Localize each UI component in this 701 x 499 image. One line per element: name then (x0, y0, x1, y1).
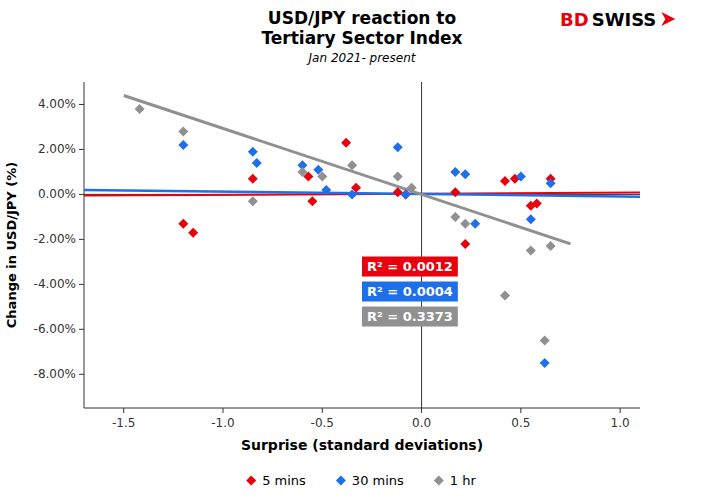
point (450, 167, 460, 177)
point (540, 336, 550, 346)
point (546, 241, 556, 251)
x-tick-label: -0.5 (311, 416, 334, 430)
point (470, 219, 480, 229)
legend-item: 5 mins (246, 473, 306, 488)
point (500, 176, 510, 186)
chart: USD/JPY reaction toTertiary Sector Index… (0, 0, 701, 499)
annotation-box (362, 282, 458, 302)
legend-marker (246, 476, 256, 486)
logo-text: BD (560, 9, 589, 30)
point (178, 219, 188, 229)
point (297, 167, 307, 177)
title: Tertiary Sector Index (261, 28, 462, 48)
y-tick (79, 149, 84, 150)
point (460, 169, 470, 179)
point (347, 160, 357, 170)
x-tick-label: 0.0 (412, 416, 431, 430)
point (188, 228, 198, 238)
legend-label: 1 hr (450, 473, 477, 488)
x-tick-label: 1.0 (611, 416, 630, 430)
x-tick-label: 0.5 (511, 416, 530, 430)
y-tick-label: 4.00% (38, 97, 76, 111)
annotation-box (362, 307, 458, 327)
point (450, 187, 460, 197)
trend-line (84, 190, 640, 197)
x-tick (620, 408, 621, 413)
point (526, 246, 536, 256)
legend-item: 1 hr (434, 473, 477, 488)
title: USD/JPY reaction to (268, 8, 456, 28)
x-tick (322, 408, 323, 413)
point (393, 171, 403, 181)
legend-item: 30 mins (336, 473, 404, 488)
x-tick (421, 408, 422, 413)
point (393, 142, 403, 152)
x-tick (223, 408, 224, 413)
trend-line (124, 95, 571, 243)
legend-label: 30 mins (352, 473, 404, 488)
x-axis-label: Surprise (standard deviations) (241, 437, 483, 453)
point (248, 196, 258, 206)
y-axis (84, 82, 85, 408)
point (407, 183, 417, 193)
point (135, 104, 145, 114)
annotation: R² = 0.3373 (367, 309, 453, 324)
logo-text: SWISS (592, 9, 657, 30)
point (500, 291, 510, 301)
legend-marker (336, 476, 346, 486)
x-axis (84, 408, 640, 409)
y-tick (79, 239, 84, 240)
point (248, 174, 258, 184)
point (347, 189, 357, 199)
legend-marker (434, 476, 444, 486)
reference-line (421, 82, 422, 408)
point (307, 196, 317, 206)
y-tick (79, 194, 84, 195)
y-tick-label: -4.00% (34, 277, 76, 291)
point (540, 358, 550, 368)
annotation: R² = 0.0012 (367, 259, 453, 274)
logo-arrow (661, 12, 675, 26)
y-tick-label: 0.00% (38, 187, 76, 201)
legend-label: 5 mins (262, 473, 306, 488)
x-tick-label: -1.5 (112, 416, 135, 430)
point (178, 126, 188, 136)
point (516, 171, 526, 181)
point (252, 158, 262, 168)
y-tick (79, 104, 84, 105)
point (546, 178, 556, 188)
point (401, 189, 411, 199)
point (178, 140, 188, 150)
legend: 5 mins 30 mins 1 hr (246, 473, 476, 488)
y-tick (79, 284, 84, 285)
point (460, 219, 470, 229)
point (401, 189, 411, 199)
y-tick-label: 2.00% (38, 142, 76, 156)
subtitle: Jan 2021- present (307, 51, 417, 65)
point (321, 185, 331, 195)
point (341, 138, 351, 148)
point (532, 198, 542, 208)
x-tick-label: -1.0 (211, 416, 234, 430)
annotation: R² = 0.0004 (367, 284, 453, 299)
y-axis-label: Change in USD/JPY (%) (4, 162, 19, 328)
y-tick-label: -6.00% (34, 322, 76, 336)
point (460, 239, 470, 249)
x-tick (520, 408, 521, 413)
point (393, 187, 403, 197)
point (526, 214, 536, 224)
y-tick (79, 329, 84, 330)
y-tick-label: -8.00% (34, 367, 76, 381)
x-tick (123, 408, 124, 413)
plot-area (84, 82, 640, 408)
y-tick-label: -2.00% (34, 232, 76, 246)
point (248, 147, 258, 157)
point (317, 171, 327, 181)
point (450, 212, 460, 222)
y-tick (79, 374, 84, 375)
annotation-box (362, 257, 458, 277)
